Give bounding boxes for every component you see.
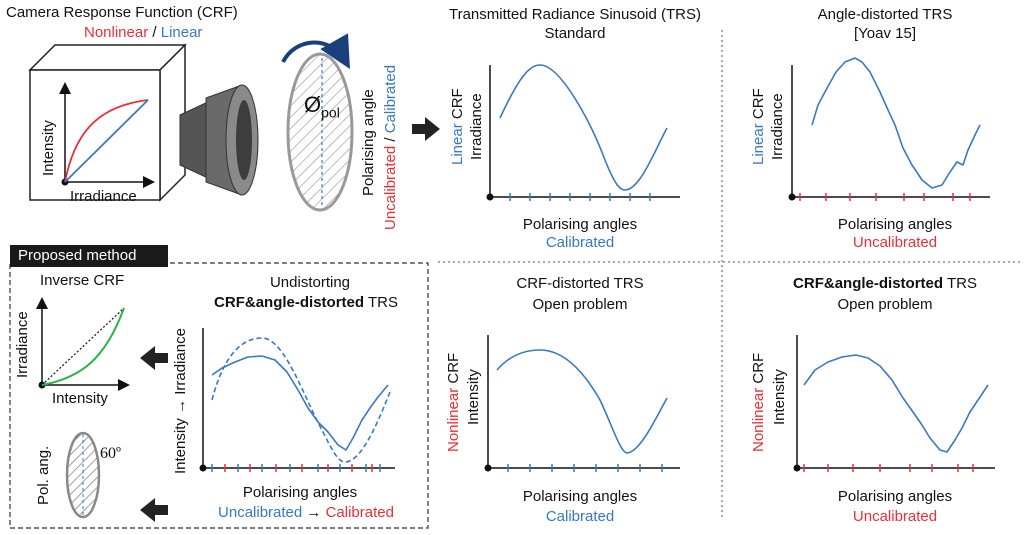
right-arrow-icon — [412, 117, 440, 141]
inverse-crf-plot — [36, 297, 130, 391]
undistort-title: Undistorting — [269, 274, 351, 291]
panel-standard-plot — [486, 64, 680, 201]
camera-lens-icon — [179, 84, 259, 196]
undistort-y-label: Intensity → Irradiance — [172, 328, 190, 474]
panel-both-title-rest: TRS — [943, 275, 977, 292]
proposed-method-header: Proposed method — [18, 247, 137, 264]
panel-both-plot — [793, 335, 995, 472]
panel-both-title: CRF&angle-distorted TRS — [760, 275, 1010, 293]
polariser-calibration-label: Uncalibrated / Calibrated — [382, 65, 400, 230]
panel-crf-x-status: Calibrated — [545, 508, 615, 525]
panel-both-subtitle: Open problem — [837, 296, 933, 313]
panel-angle-x-label: Polarising angles — [837, 216, 953, 233]
panel-standard-subtitle: Standard — [544, 25, 606, 42]
y-to: Irradiance — [172, 328, 189, 395]
polariser-sep: / — [382, 133, 399, 146]
panel-standard-y-quantity: Irradiance — [468, 93, 485, 160]
crf-subtitle: Nonlinear / Linear — [84, 24, 202, 42]
x-from: Uncalibrated — [218, 504, 303, 521]
panel-both-y-crf: Nonlinear CRF — [750, 353, 768, 452]
panel-standard-x-status: Calibrated — [545, 234, 615, 251]
panel-angle-subtitle: [Yoav 15] — [854, 25, 916, 42]
polariser-cal: Calibrated — [382, 64, 399, 134]
inverse-crf-title: Inverse CRF — [40, 272, 125, 289]
y-crf: CRF — [449, 88, 466, 124]
y-from: Intensity — [172, 418, 189, 474]
crf-y-label: Intensity — [40, 120, 57, 176]
x-to: Calibrated — [325, 504, 394, 521]
panel-angle-plot — [788, 57, 990, 201]
crf-title: Camera Response Function (CRF) — [6, 4, 238, 21]
undistort-x-label: Polarising angles — [242, 484, 358, 501]
panel-angle-y-crf: Linear CRF — [750, 88, 768, 165]
panel-both-title-bold: CRF&angle-distorted — [793, 275, 944, 292]
left-arrow-icon-upper — [140, 346, 168, 370]
crf-sub-sep: / — [148, 24, 161, 41]
panel-angle-y-quantity: Irradiance — [769, 93, 786, 160]
proposed-method-box — [9, 262, 429, 529]
y-arrow: → — [172, 394, 189, 419]
phi-sub: pol — [321, 104, 340, 121]
camera-body-icon — [28, 43, 187, 202]
proposed-method-header-bg — [10, 245, 168, 267]
y-crf: CRF — [445, 352, 462, 388]
panel-angle-title: Angle-distorted TRS — [817, 6, 953, 23]
undistort-subtitle: CRF&angle-distorted TRS — [186, 294, 426, 312]
undistort-subtitle-bold: CRF&angle-distorted — [214, 294, 365, 311]
small-polariser-icon — [65, 431, 101, 519]
crf-mini-plot — [59, 82, 155, 188]
undistort-x-status: Uncalibrated → Calibrated — [186, 504, 426, 522]
inverse-crf-x-label: Intensity — [52, 390, 108, 407]
inverse-crf-y-label: Irradiance — [14, 311, 31, 378]
panel-both-y-quantity: Intensity — [771, 369, 788, 425]
panel-both-x-status: Uncalibrated — [852, 508, 938, 525]
phi-label: Øpol — [304, 94, 340, 121]
panel-crf-plot — [484, 335, 680, 472]
crf-x-label: Irradiance — [70, 188, 137, 205]
angle-value: 60º — [100, 445, 121, 462]
y-crf-prefix: Nonlinear — [445, 387, 462, 452]
panel-angle-x-status: Uncalibrated — [852, 234, 938, 251]
undistort-subtitle-rest: TRS — [364, 294, 398, 311]
y-crf-prefix: Nonlinear — [750, 387, 767, 452]
crf-sub-nonlinear: Nonlinear — [84, 24, 149, 41]
panel-crf-subtitle: Open problem — [532, 296, 628, 313]
panel-crf-title: CRF-distorted TRS — [516, 275, 644, 292]
y-crf: CRF — [750, 352, 767, 388]
undistort-plot — [199, 328, 395, 472]
y-crf: CRF — [750, 88, 767, 124]
panel-crf-y-crf: Nonlinear CRF — [445, 353, 463, 452]
phi-symbol: Ø — [304, 92, 322, 117]
left-arrow-icon-lower — [140, 498, 168, 522]
panel-crf-y-quantity: Intensity — [465, 369, 482, 425]
panel-crf-x-label: Polarising angles — [522, 488, 638, 505]
x-arrow: → — [302, 504, 326, 521]
pol-ang-label: Pol. ang. — [35, 445, 52, 505]
crf-sub-linear: Linear — [160, 24, 203, 41]
polariser-uncal: Uncalibrated — [382, 145, 399, 230]
y-crf-prefix: Linear — [750, 123, 767, 165]
panel-both-x-label: Polarising angles — [837, 488, 953, 505]
panel-standard-title: Transmitted Radiance Sinusoid (TRS) — [448, 6, 702, 23]
polariser-angle-label: Polarising angle — [360, 89, 377, 196]
y-crf-prefix: Linear — [449, 123, 466, 165]
panel-standard-x-label: Polarising angles — [522, 216, 638, 233]
polariser-icon — [281, 33, 354, 212]
panel-standard-y-crf: Linear CRF — [449, 88, 467, 165]
